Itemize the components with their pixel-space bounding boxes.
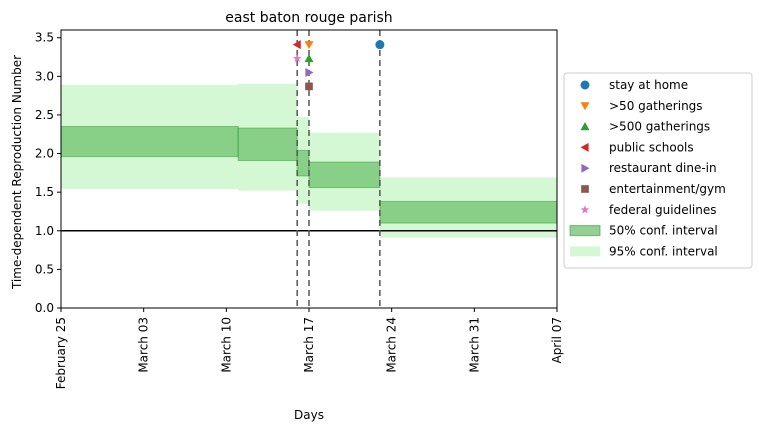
y-tick-label-2: 1.0 [35, 224, 54, 238]
legend-marker-2 [580, 122, 590, 131]
ci95-bands [61, 84, 557, 238]
event-marker-3 [292, 40, 301, 50]
ci50-band-0 [60, 126, 239, 158]
ci95-band-2 [297, 117, 309, 204]
ci50-bands [60, 126, 558, 224]
legend-box [563, 72, 753, 269]
event-marker-1 [304, 41, 314, 50]
legend-label-8: 95% conf. interval [609, 244, 718, 258]
y-tick-label-5: 2.5 [35, 108, 54, 122]
y-tick-label-1: 0.5 [35, 262, 54, 276]
axes: 0.0 0.5 1.0 1.5 2.0 2.5 3.0 3.5 February 25 March… [35, 29, 564, 389]
y-tick-label-3: 1.5 [35, 185, 54, 199]
legend-label-2: >500 gatherings [609, 120, 710, 134]
y-tick-label-7: 3.5 [35, 31, 54, 45]
legend-marker-1 [580, 102, 590, 111]
legend-label-0: stay at home [609, 78, 688, 92]
legend-marker-4 [581, 163, 590, 173]
legend-label-5: entertainment/gym [609, 182, 726, 196]
y-tick-label-4: 2.0 [35, 147, 54, 161]
ci50-band-3 [308, 161, 381, 189]
event-markers [292, 40, 385, 91]
x-tick-label-5: March 31 [467, 317, 481, 373]
x-axis-title: Days [294, 408, 324, 422]
ci50-band-1 [237, 127, 298, 162]
legend-marker-5 [581, 185, 589, 193]
x-tick-label-2: March 10 [219, 317, 233, 373]
legend-swatch-8 [570, 246, 600, 257]
legend-label-4: restaurant dine-in [609, 161, 717, 175]
x-tick-label-1: March 03 [137, 317, 151, 373]
event-marker-6 [292, 54, 302, 63]
legend-label-7: 50% conf. interval [609, 224, 718, 238]
legend-label-3: public schools [609, 140, 694, 154]
ci50-band-2 [296, 149, 310, 177]
ci95-band-3 [309, 132, 380, 211]
legend-swatch-7 [569, 225, 601, 237]
event-marker-2 [304, 54, 314, 63]
x-tick-label-6: April 07 [550, 317, 564, 364]
y-axis-title: Time-dependent Reproduction Number [10, 55, 24, 290]
y-tick-label-6: 3.0 [35, 69, 54, 83]
legend: stay at home >50 gatherings >500 gathering… [563, 72, 753, 269]
event-lines [296, 30, 381, 308]
legend-marker-3 [580, 142, 589, 152]
ci50-band-4 [379, 200, 558, 224]
event-marker-0 [375, 40, 385, 50]
x-tick-label-0: February 25 [54, 317, 68, 389]
x-tick-label-4: March 24 [385, 317, 399, 373]
legend-marker-6 [580, 205, 590, 214]
chart-title: east baton rouge parish [225, 10, 392, 26]
ci95-band-0 [61, 84, 239, 190]
legend-marker-0 [580, 80, 590, 90]
event-marker-5 [305, 82, 313, 91]
x-tick-label-3: March 17 [302, 317, 316, 373]
y-tick-label-0: 0.0 [35, 301, 54, 315]
legend-label-1: >50 gatherings [609, 99, 703, 113]
legend-label-6: federal guidelines [609, 203, 717, 217]
event-marker-4 [305, 67, 314, 77]
ci95-band-4 [379, 177, 557, 238]
ci95-band-1 [238, 84, 298, 191]
